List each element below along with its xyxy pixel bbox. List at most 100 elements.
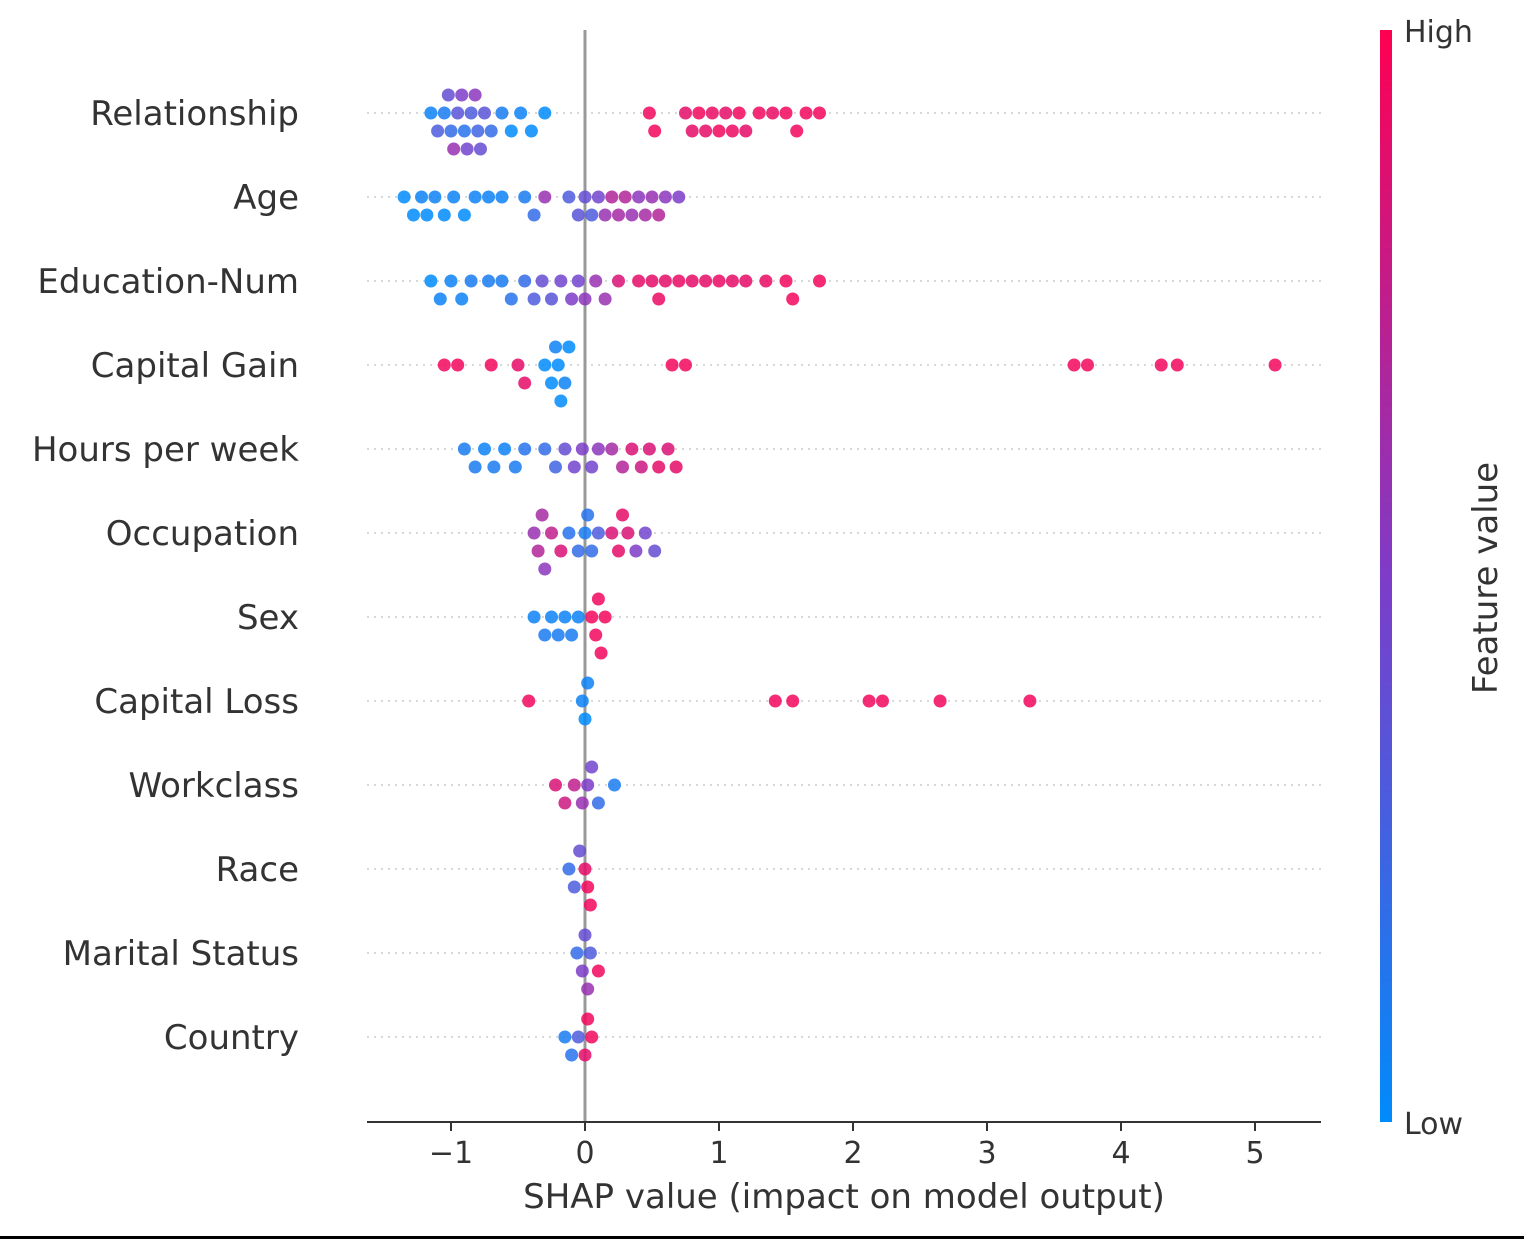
data-point [451, 106, 465, 120]
data-point [642, 442, 656, 456]
data-point [545, 376, 558, 390]
data-point [527, 208, 541, 222]
data-point [437, 106, 451, 120]
data-point [739, 274, 753, 288]
data-point [565, 628, 579, 642]
data-point [558, 796, 572, 810]
data-point [578, 190, 592, 204]
data-point [575, 694, 589, 708]
data-point [625, 208, 639, 222]
data-points [397, 88, 1282, 1062]
data-point [457, 442, 471, 456]
data-point [612, 544, 625, 558]
data-point [415, 190, 429, 204]
data-point [632, 190, 646, 204]
data-point [549, 340, 563, 354]
x-tick-label: 4 [1111, 1136, 1130, 1171]
data-point [468, 460, 482, 474]
data-point [538, 190, 552, 204]
data-point [562, 190, 576, 204]
data-point [522, 694, 536, 708]
data-point [504, 292, 518, 306]
data-point [570, 946, 584, 960]
x-axis-ticks: −1 0 1 2 3 4 5 [429, 1122, 1265, 1171]
data-point [669, 460, 683, 474]
data-point [692, 106, 706, 120]
data-point [518, 274, 532, 288]
data-point [712, 124, 726, 138]
data-point [455, 292, 469, 306]
data-point [460, 142, 474, 156]
data-point [591, 442, 605, 456]
x-axis-title: SHAP value (impact on model output) [523, 1177, 1165, 1217]
data-point [634, 460, 648, 474]
data-point [648, 124, 662, 138]
data-point [484, 124, 498, 138]
data-point [607, 778, 621, 792]
data-point [433, 292, 447, 306]
data-point [431, 124, 445, 138]
data-point [447, 190, 461, 204]
data-point [1170, 358, 1184, 372]
data-point [799, 106, 813, 120]
data-point [578, 928, 592, 942]
data-point [575, 796, 589, 810]
data-point [725, 274, 739, 288]
data-point [642, 106, 656, 120]
feature-label: Sex [237, 598, 299, 638]
data-point [589, 628, 603, 642]
data-point [605, 190, 619, 204]
data-point [679, 106, 692, 120]
feature-label: Capital Loss [94, 682, 299, 722]
data-point [554, 274, 568, 288]
data-point [645, 190, 659, 204]
data-point [752, 106, 766, 120]
data-point [581, 676, 595, 690]
data-point [638, 526, 652, 540]
data-point [571, 610, 585, 624]
data-point [545, 526, 558, 540]
data-point [591, 592, 605, 606]
data-point [591, 526, 605, 540]
colorbar-title: Feature value [1466, 462, 1506, 694]
data-point [535, 274, 549, 288]
data-point [578, 292, 592, 306]
data-point [495, 274, 509, 288]
data-point [545, 610, 558, 624]
feature-label: Race [216, 850, 299, 890]
data-point [573, 844, 587, 858]
data-point [524, 124, 538, 138]
data-point [455, 88, 469, 102]
data-point [531, 544, 545, 558]
data-point [406, 208, 420, 222]
data-point [487, 460, 501, 474]
data-point [658, 274, 672, 288]
data-point [471, 124, 485, 138]
feature-label: Capital Gain [91, 346, 299, 386]
data-point [786, 694, 800, 708]
colorbar-low-label: Low [1404, 1107, 1463, 1142]
data-point [538, 442, 552, 456]
data-point [482, 190, 496, 204]
data-point [759, 274, 773, 288]
data-point [661, 442, 675, 456]
data-point [575, 442, 589, 456]
data-point [933, 694, 947, 708]
data-point [424, 274, 438, 288]
data-point [581, 880, 595, 894]
data-point [862, 694, 876, 708]
data-point [585, 1030, 599, 1044]
data-point [504, 124, 518, 138]
data-point [473, 142, 487, 156]
data-point [565, 292, 579, 306]
data-point [581, 1012, 595, 1026]
data-point [495, 190, 509, 204]
data-point [813, 106, 826, 120]
data-point [768, 694, 782, 708]
data-point [578, 862, 592, 876]
x-tick-label: 3 [977, 1136, 996, 1171]
data-point [581, 778, 595, 792]
data-point [567, 880, 581, 894]
data-point [565, 1048, 579, 1062]
